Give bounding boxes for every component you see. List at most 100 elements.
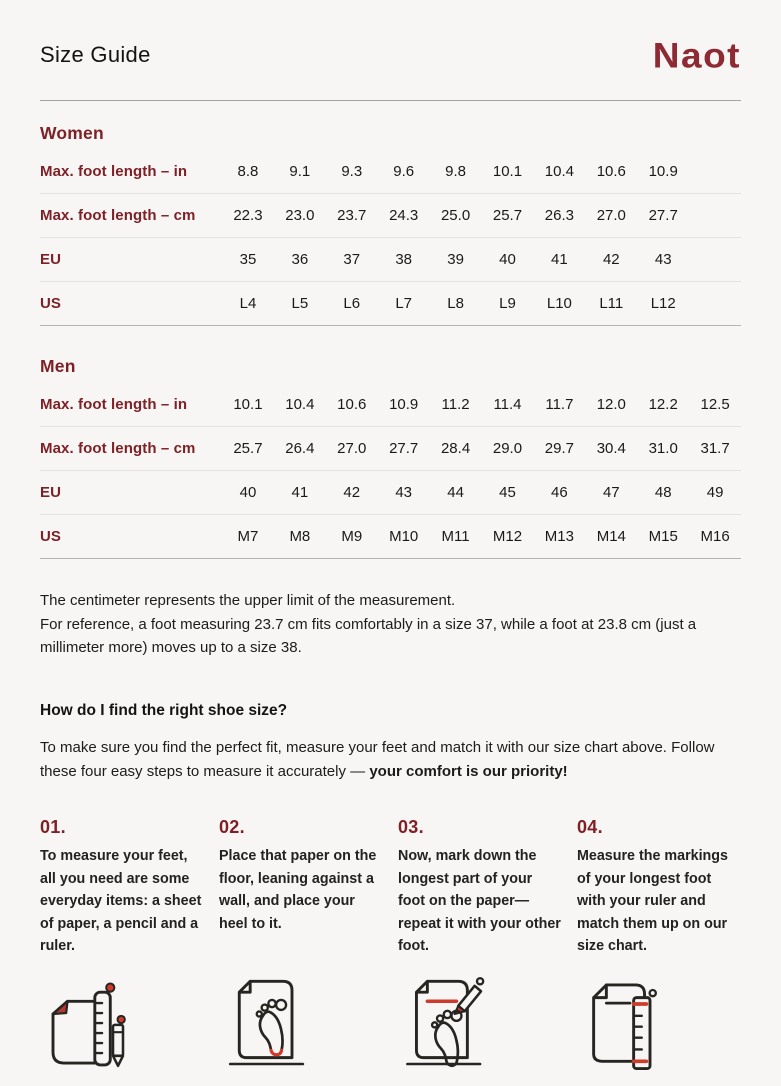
size-cell: 12.0 xyxy=(596,396,626,413)
size-cell: M8 xyxy=(289,528,311,545)
size-cell: 27.0 xyxy=(337,440,367,457)
size-cell: 24.3 xyxy=(389,207,419,224)
size-cell: 31.0 xyxy=(648,440,678,457)
paper-pencil-ruler-icon xyxy=(40,974,204,1074)
row-label: US xyxy=(40,295,62,312)
size-cell: 44 xyxy=(447,484,464,501)
size-cell: 39 xyxy=(447,251,464,268)
row-label: Max. foot length – in xyxy=(40,396,188,413)
page-title: Size Guide xyxy=(40,42,151,67)
size-cell: L11 xyxy=(599,295,624,312)
men-heading: Men xyxy=(40,356,76,376)
naot-logo: Naot xyxy=(652,35,741,75)
size-cell: M11 xyxy=(441,528,470,545)
size-cell: 40 xyxy=(499,251,516,268)
step-2-number: 02. xyxy=(219,817,245,838)
size-cell: 27.0 xyxy=(596,207,626,224)
step-3: 03. Now, mark down the longest part of y… xyxy=(398,817,562,957)
size-cell: 45 xyxy=(499,484,516,501)
size-cell: 43 xyxy=(654,251,672,268)
size-cell: 11.7 xyxy=(545,396,574,413)
size-cell: 43 xyxy=(395,484,413,501)
size-cell: 11.4 xyxy=(493,396,522,413)
size-cell: L5 xyxy=(291,295,309,312)
size-cell: L9 xyxy=(499,295,516,312)
row-label: US xyxy=(40,528,62,545)
step-2-text: Place that paper on the floor, leaning a… xyxy=(219,848,377,932)
howto-heading: How do I find the right shoe size? xyxy=(40,702,288,720)
step-1-text: To measure your feet, all you need are s… xyxy=(40,848,202,955)
size-cell: 11.2 xyxy=(441,396,470,413)
size-cell: 31.7 xyxy=(700,440,730,457)
step-1: 01. To measure your feet, all you need a… xyxy=(40,817,204,957)
men-section: Men Max. foot length – in 10.1 10.4 10.6 10.… xyxy=(40,356,741,559)
row-label: Max. foot length – in xyxy=(40,163,188,180)
table-row-women-inches: Max. foot length – in 8.8 9.1 9.3 9.6 9.8 10.1… xyxy=(40,150,741,194)
row-label: Max. foot length – cm xyxy=(40,440,196,457)
size-cell: 10.4 xyxy=(544,163,574,180)
size-cell: 47 xyxy=(602,484,620,501)
step-1-number: 01. xyxy=(40,817,66,838)
howto-intro: To make sure you find the perfect fit, m… xyxy=(40,736,741,783)
men-size-table: Max. foot length – in 10.1 10.4 10.6 10.9 11.… xyxy=(40,383,741,559)
size-cell: M16 xyxy=(700,528,730,545)
size-cell: L7 xyxy=(395,295,413,312)
note-line2: For reference, a foot measuring 23.7 cm … xyxy=(40,615,697,657)
size-cell: M15 xyxy=(648,528,678,545)
size-cell: 48 xyxy=(654,484,672,501)
table-row-men-inches: Max. foot length – in 10.1 10.4 10.6 10.9 11.… xyxy=(40,383,741,427)
size-cell: 49 xyxy=(706,484,724,501)
size-cell: 26.4 xyxy=(285,440,315,457)
women-size-table: Max. foot length – in 8.8 9.1 9.3 9.6 9.8 10.1… xyxy=(40,150,741,326)
size-cell: 10.1 xyxy=(233,396,263,413)
size-cell: M9 xyxy=(341,528,363,545)
paper-ruler-measure-icon xyxy=(577,974,741,1074)
step-4-text: Measure the markings of your longest foo… xyxy=(577,848,728,955)
table-row-women-cm: Max. foot length – cm 22.3 23.0 23.7 24.3 25.… xyxy=(40,194,741,238)
size-cell: 23.7 xyxy=(337,207,367,224)
size-cell: 22.3 xyxy=(233,207,263,224)
size-cell: 8.8 xyxy=(237,163,259,180)
size-cell: 10.6 xyxy=(337,396,367,413)
size-cell: 9.6 xyxy=(393,163,415,180)
size-cell: 9.3 xyxy=(341,163,363,180)
row-label: EU xyxy=(40,484,62,501)
size-cell: 25.7 xyxy=(233,440,263,457)
size-cell: 42 xyxy=(602,251,620,268)
size-cell: 10.6 xyxy=(596,163,626,180)
size-cell: 40 xyxy=(239,484,257,501)
size-cell: 29.0 xyxy=(492,440,523,457)
women-heading: Women xyxy=(40,123,104,143)
size-cell: 46 xyxy=(551,484,568,501)
size-cell: 38 xyxy=(395,251,413,268)
size-cell: 10.1 xyxy=(492,163,523,180)
size-cell: 28.4 xyxy=(440,440,471,457)
size-cell: 10.4 xyxy=(285,396,315,413)
header-divider xyxy=(40,100,741,101)
header: Size Guide Naot xyxy=(40,30,741,80)
note-line1: The centimeter represents the upper limi… xyxy=(40,592,456,609)
size-cell: 42 xyxy=(343,484,361,501)
size-cell: 9.8 xyxy=(445,163,466,180)
size-cell: 30.4 xyxy=(596,440,626,457)
size-cell: L4 xyxy=(239,295,257,312)
step-3-text: Now, mark down the longest part of your … xyxy=(398,848,561,955)
howto-intro-bold: your comfort is our priority! xyxy=(369,762,568,780)
size-cell: M14 xyxy=(596,528,626,545)
size-cell: 9.1 xyxy=(289,163,311,180)
size-cell: 36 xyxy=(291,251,309,268)
size-cell: 12.2 xyxy=(648,396,678,413)
step-4-number: 04. xyxy=(577,817,603,838)
size-cell: L6 xyxy=(343,295,361,312)
measurement-note: The centimeter represents the upper limi… xyxy=(40,589,730,660)
size-cell: 27.7 xyxy=(389,440,419,457)
paper-footprint-heel-icon xyxy=(219,974,383,1074)
size-cell: 10.9 xyxy=(648,163,678,180)
size-cell: 26.3 xyxy=(544,207,574,224)
size-cell: 23.0 xyxy=(285,207,315,224)
step-4: 04. Measure the markings of your longest… xyxy=(577,817,741,957)
table-row-men-eu: EU 40 41 42 43 44 45 46 47 48 49 xyxy=(40,471,741,515)
table-row-men-cm: Max. foot length – cm 25.7 26.4 27.0 27.7 28.… xyxy=(40,427,741,471)
step-icons-row xyxy=(40,974,741,1074)
table-row-men-us: US M7 M8 M9 M10 M11 M12 M13 M14 M15 M16 xyxy=(40,515,741,559)
